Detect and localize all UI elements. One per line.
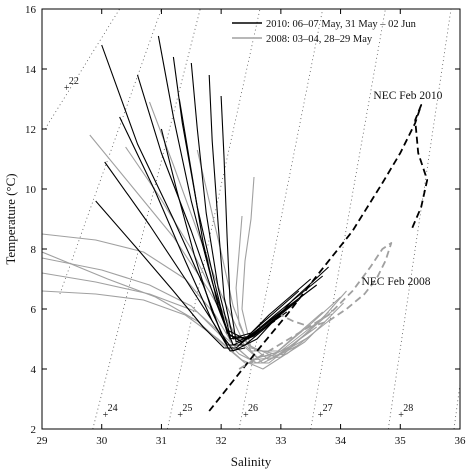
y-tick-label-8: 8 bbox=[31, 244, 37, 256]
profile-2008-9 bbox=[241, 176, 341, 355]
x-tick-label-30: 30 bbox=[96, 435, 108, 447]
isopycnal-marker-26: + bbox=[243, 410, 249, 421]
profile-2008-7 bbox=[148, 101, 311, 361]
x-axis-label: Salinity bbox=[231, 454, 272, 469]
isopycnal-line-26 bbox=[238, 9, 324, 429]
y-tick-label-10: 10 bbox=[25, 184, 37, 196]
y-tick-label-4: 4 bbox=[31, 364, 37, 376]
profile-2008-11 bbox=[42, 272, 329, 361]
isopycnal-label-24: 24 bbox=[108, 403, 118, 414]
profile-2008-4 bbox=[42, 251, 312, 364]
isopycnal-label-25: 25 bbox=[182, 403, 192, 414]
isopycnal-label-27: 27 bbox=[323, 403, 333, 414]
profile-2008-8 bbox=[196, 149, 318, 358]
isopycnal-label-26: 26 bbox=[248, 403, 258, 414]
x-tick-label-29: 29 bbox=[37, 435, 49, 447]
legend-label-2008: 2008: 03–04, 28–29 May bbox=[266, 34, 373, 45]
y-tick-label-6: 6 bbox=[31, 304, 37, 316]
isopycnal-label-28: 28 bbox=[403, 403, 413, 414]
profile-2010-10 bbox=[178, 98, 300, 346]
x-tick-label-31: 31 bbox=[156, 435, 167, 447]
isopycnal-marker-24: + bbox=[103, 410, 109, 421]
y-tick-label-14: 14 bbox=[25, 64, 37, 76]
profile-2010-12 bbox=[160, 128, 282, 346]
profile-2010-4 bbox=[136, 74, 300, 340]
y-tick-label-12: 12 bbox=[25, 124, 36, 136]
isopycnal-marker-25: + bbox=[177, 410, 183, 421]
isopycnal-marker-28: + bbox=[398, 410, 404, 421]
series-nec-feb-2010 bbox=[208, 104, 429, 412]
series-lines bbox=[42, 35, 429, 412]
series-nec-feb-2008 bbox=[238, 242, 393, 370]
x-tick-label-35: 35 bbox=[395, 435, 407, 447]
y-axis-label: Temperature (°C) bbox=[3, 173, 18, 264]
legend: 2010: 06–07 May, 31 May – 02 Jun 2008: 0… bbox=[232, 19, 417, 45]
x-tick-label-34: 34 bbox=[335, 435, 347, 447]
y-tick-label-16: 16 bbox=[25, 4, 37, 16]
isopycnal-line-28 bbox=[387, 9, 452, 429]
profile-2008-10 bbox=[235, 215, 324, 352]
x-tick-label-32: 32 bbox=[216, 435, 227, 447]
annotation-nec-feb-2008: NEC Feb 2008 bbox=[361, 276, 430, 288]
isopycnal-label-22: 22 bbox=[69, 76, 79, 87]
profile-2010-3 bbox=[95, 200, 324, 349]
profile-2008-1 bbox=[42, 233, 347, 361]
isopycnal-line-23 bbox=[59, 9, 162, 295]
profile-2010-6 bbox=[172, 56, 276, 343]
isopycnal-marker-27: + bbox=[318, 410, 324, 421]
x-tick-label-33: 33 bbox=[275, 435, 287, 447]
plot-frame bbox=[41, 8, 461, 430]
x-tick-label-36: 36 bbox=[455, 435, 467, 447]
isopycnal-marker-22: + bbox=[64, 83, 70, 94]
legend-label-2010: 2010: 06–07 May, 31 May – 02 Jun bbox=[266, 19, 417, 30]
annotation-nec-feb-2010: NEC Feb 2010 bbox=[373, 90, 442, 102]
y-tick-label-2: 2 bbox=[31, 424, 37, 436]
profile-2010-11 bbox=[119, 116, 246, 352]
isopycnal-lines bbox=[44, 9, 460, 429]
isopycnal-line-24 bbox=[92, 9, 201, 429]
